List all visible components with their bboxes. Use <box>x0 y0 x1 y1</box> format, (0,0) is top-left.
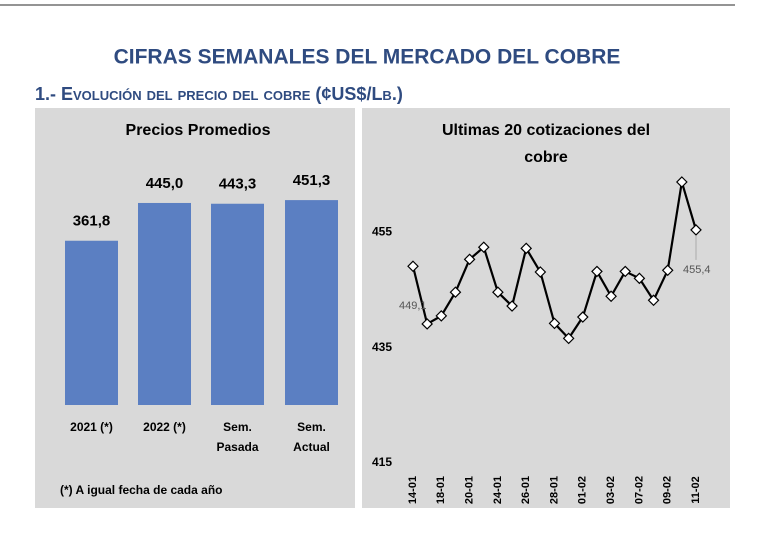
point-marker <box>520 242 533 255</box>
point-marker <box>534 266 547 278</box>
x-tick-label: 14-01 <box>407 476 419 504</box>
x-tick-label: 07-02 <box>633 476 645 504</box>
bar <box>285 200 338 405</box>
y-tick-label: 455 <box>372 224 392 238</box>
point-marker <box>407 260 419 273</box>
page-subtitle: 1.- Evolución del precio del cobre (¢US$… <box>35 84 403 104</box>
x-tick-label: 03-02 <box>605 476 617 504</box>
point-marker <box>548 317 561 330</box>
bar <box>138 202 191 405</box>
x-tick-label: 2022 (*) <box>143 420 186 434</box>
x-tick-label: 2021 (*) <box>70 420 113 434</box>
x-tick-label: 26-01 <box>520 476 532 504</box>
x-tick-label: Sem. Pasada <box>216 420 258 454</box>
bar <box>65 240 118 405</box>
data-label: 361,8 <box>73 213 111 230</box>
point-marker <box>661 264 674 277</box>
point-marker <box>690 224 702 236</box>
y-tick-label: 435 <box>372 340 392 354</box>
data-label: 443,3 <box>219 176 257 193</box>
x-tick-label: 01-02 <box>577 476 589 504</box>
data-label: 449,1 <box>399 300 427 312</box>
x-tick-label: Sem. Actual <box>293 420 330 454</box>
x-tick-label: 24-01 <box>492 476 504 504</box>
point-marker <box>633 272 646 285</box>
page-title: CIFRAS SEMANALES DEL MERCADO DEL COBRE <box>114 46 621 69</box>
chart-title: Precios Promedios <box>126 122 271 139</box>
point-marker <box>562 332 575 345</box>
data-label: 445,0 <box>146 175 184 192</box>
point-marker <box>676 176 688 188</box>
x-tick-label: 18-01 <box>435 476 447 504</box>
x-tick-label: 28-01 <box>548 476 560 504</box>
data-label: 451,3 <box>293 172 331 189</box>
point-marker <box>435 310 448 322</box>
point-marker <box>449 286 462 299</box>
point-marker <box>619 265 632 278</box>
point-marker <box>506 300 518 312</box>
point-marker <box>591 265 603 278</box>
chart-title: Ultimas 20 cotizaciones del cobre <box>442 122 650 166</box>
point-marker <box>647 294 660 307</box>
point-marker <box>492 286 504 299</box>
x-tick-label: 20-01 <box>464 476 476 504</box>
point-marker <box>477 241 490 254</box>
x-tick-label: 11-02 <box>690 476 702 504</box>
x-tick-label: 09-02 <box>662 476 674 504</box>
bar <box>211 203 264 405</box>
point-marker <box>605 290 617 303</box>
point-marker <box>421 318 433 330</box>
y-tick-label: 415 <box>372 455 392 469</box>
point-marker <box>463 253 476 266</box>
footnote: (*) A igual fecha de cada año <box>60 483 222 497</box>
data-label: 455,4 <box>683 264 711 276</box>
point-marker <box>576 311 589 323</box>
